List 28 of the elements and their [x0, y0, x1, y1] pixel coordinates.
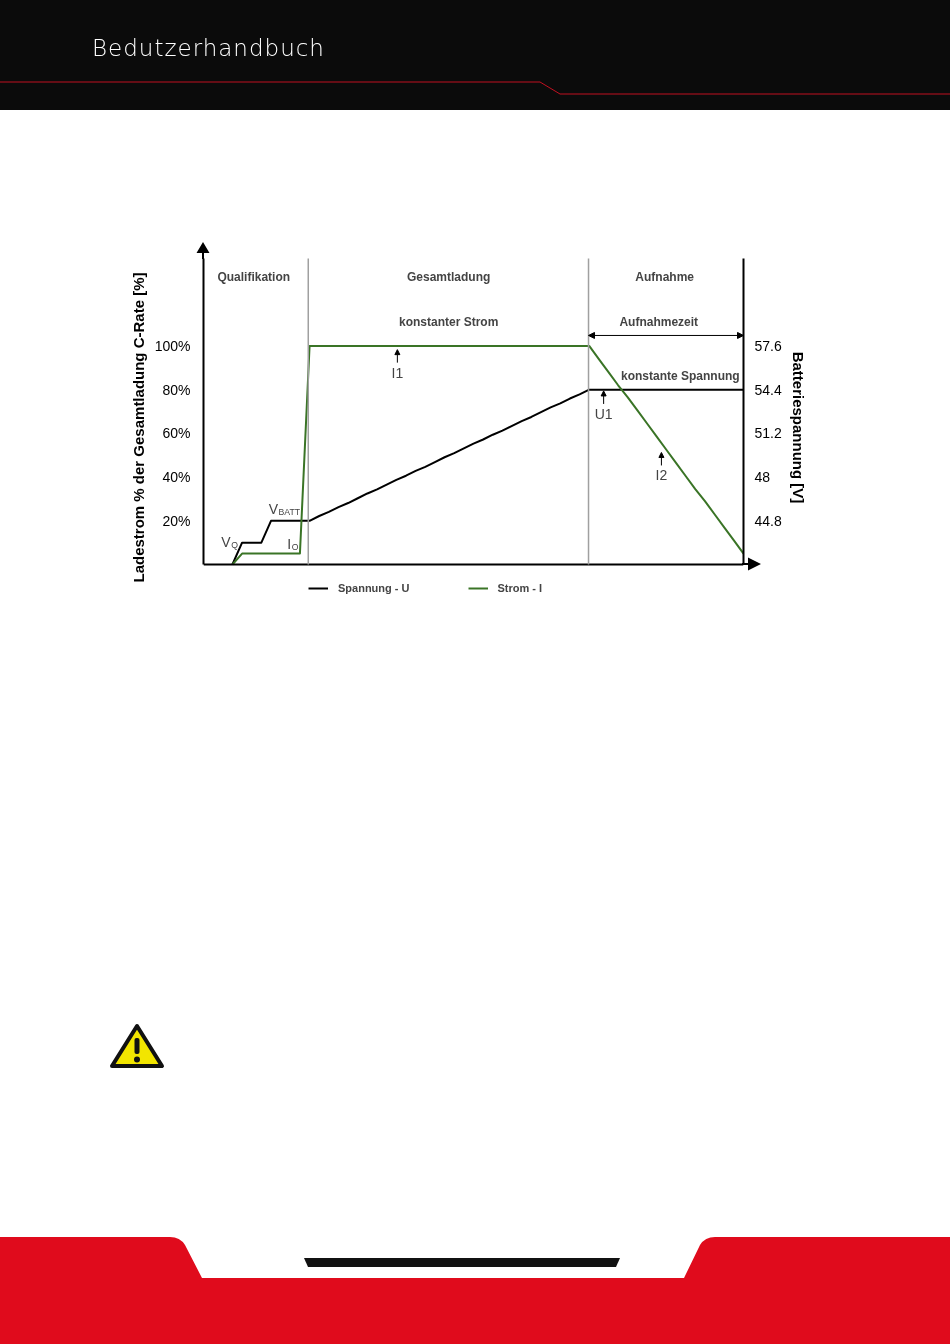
y-axis-title: Ladestrom % der Gesamtladung C-Rate [%]: [129, 272, 147, 583]
annotation: IO: [287, 535, 299, 552]
y-tick-label: 20%: [162, 512, 191, 529]
annotation: konstante Spannung: [620, 369, 740, 384]
y2-tick-label: 54.4: [754, 381, 782, 398]
legend-label: Spannung - U: [338, 582, 410, 594]
text: Bedutzerhandbuch: [92, 34, 325, 63]
legend-label: Strom - I: [497, 582, 543, 594]
y2-tick-label: 44.8: [754, 512, 782, 529]
y2-tick-label: 57.6: [754, 337, 782, 354]
annotation: VBATT: [268, 501, 301, 518]
y2-tick-label: 48: [754, 469, 771, 486]
annotation: Aufnahmezeit: [619, 315, 699, 330]
annotation: I2: [655, 467, 668, 484]
annotation: Aufnahme: [635, 270, 695, 285]
line-series: [231, 344, 744, 566]
annotation: Gesamtladung: [406, 270, 491, 285]
y-tick-label: 80%: [162, 381, 191, 398]
annotation: VQ: [221, 534, 239, 551]
annotation: U1: [594, 405, 613, 422]
annotation: konstanter Strom: [398, 315, 499, 330]
y-tick-label: 40%: [162, 469, 191, 486]
y-tick-label: 60%: [162, 425, 191, 442]
y-tick-label: 100%: [154, 337, 191, 354]
annotation: Qualifikation: [217, 270, 291, 285]
y2-tick-label: 51.2: [754, 425, 782, 442]
y2-axis-title: Batteriespannung [V]: [789, 351, 807, 504]
annotation: I1: [391, 364, 404, 381]
